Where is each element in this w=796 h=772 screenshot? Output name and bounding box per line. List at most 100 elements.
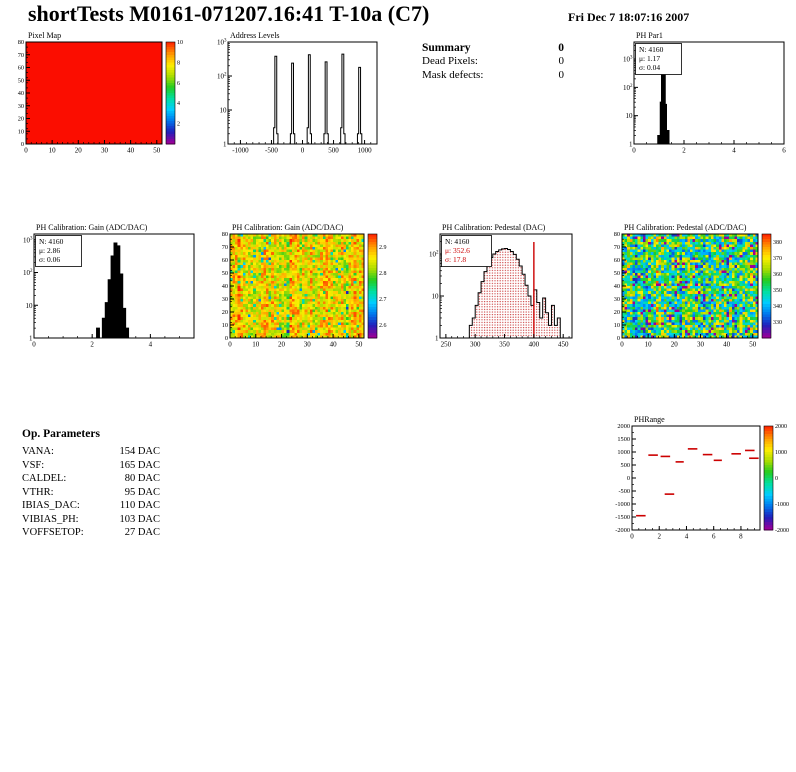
svg-text:250: 250 <box>441 341 452 349</box>
svg-text:20: 20 <box>614 309 620 316</box>
svg-text:0: 0 <box>21 141 24 148</box>
svg-text:2: 2 <box>682 147 686 155</box>
op-param-value: 103 DAC <box>119 513 160 525</box>
svg-text:50: 50 <box>153 147 161 155</box>
svg-text:1: 1 <box>435 335 439 343</box>
svg-text:0: 0 <box>620 341 624 349</box>
svg-text:2: 2 <box>657 533 661 541</box>
ph-par1-stat-2: σ: 0.04 <box>639 63 660 72</box>
svg-text:20: 20 <box>75 147 83 155</box>
svg-text:103: 103 <box>217 39 227 47</box>
svg-text:-2000: -2000 <box>615 527 630 534</box>
gain-map-title: PH Calibration: Gain (ADC/DAC) <box>232 223 344 232</box>
svg-text:30: 30 <box>304 341 312 349</box>
svg-text:2.6: 2.6 <box>379 323 387 329</box>
gain-map-chart: 0 10 20 30 40 50 0 10 20 30 40 50 60 70 80 PH Calibrati… <box>208 220 398 354</box>
svg-text:0: 0 <box>632 147 636 155</box>
svg-text:0: 0 <box>225 335 228 342</box>
pedestal-map-chart: 0 10 20 30 40 50 0 10 20 30 40 50 60 70 80 PH Calibrati… <box>600 220 794 354</box>
ph-range-chart: 0 2 4 6 8 2000 1500 1000 500 0 -500 -1000 -1500 -2000… <box>604 412 794 546</box>
svg-text:50: 50 <box>355 341 363 349</box>
pixel-map-canvas: 0 10 20 30 40 50 0 10 20 30 40 50 60 70 80 Pixel Map 10 8… <box>18 31 183 155</box>
svg-text:30: 30 <box>614 296 620 303</box>
svg-text:-1500: -1500 <box>615 514 630 521</box>
svg-text:-1000: -1000 <box>232 147 249 155</box>
svg-text:10: 10 <box>49 147 57 155</box>
page-title: shortTests M0161-071207.16:41 T-10a (C7) <box>28 1 430 26</box>
op-param-value: 165 DAC <box>119 459 160 471</box>
svg-text:1: 1 <box>223 141 227 149</box>
summary-row-mask-defects: Mask defects: 0 <box>422 68 564 82</box>
svg-text:-1000: -1000 <box>615 501 630 508</box>
gain-hist-stat-2: σ: 0.06 <box>39 255 60 264</box>
svg-text:0: 0 <box>627 475 630 482</box>
summary-panel: Summary 0 Dead Pixels: 0 Mask defects: 0 <box>422 42 564 82</box>
svg-text:370: 370 <box>773 256 782 262</box>
svg-text:0: 0 <box>228 341 232 349</box>
op-param-row-vibias-ph: VIBIAS_PH: 103 DAC <box>22 513 160 527</box>
svg-text:20: 20 <box>222 309 228 316</box>
svg-text:80: 80 <box>18 39 24 46</box>
svg-text:30: 30 <box>697 341 705 349</box>
svg-text:10: 10 <box>220 107 228 115</box>
ph-par1-chart: 0 2 4 6 1 10 102 103 PH Par1 N: 4160 μ: 1.17 σ: 0.0… <box>608 28 792 160</box>
svg-text:340: 340 <box>773 304 782 310</box>
svg-text:1000: 1000 <box>358 147 373 155</box>
ph-range-title: PHRange <box>634 415 665 424</box>
svg-text:10: 10 <box>614 322 620 329</box>
svg-text:500: 500 <box>621 462 630 469</box>
summary-heading-row: Summary 0 <box>422 42 564 54</box>
svg-text:360: 360 <box>773 272 782 278</box>
svg-text:0: 0 <box>775 476 778 482</box>
svg-text:40: 40 <box>614 283 620 290</box>
pedestal-map-title: PH Calibration: Pedestal (ADC/DAC) <box>624 223 747 232</box>
svg-text:10: 10 <box>26 302 34 310</box>
address-levels-chart: -1000 -500 0 500 1000 1 10 102 103 Address Levels <box>200 28 385 160</box>
svg-text:10: 10 <box>626 112 634 120</box>
svg-text:0: 0 <box>617 335 620 342</box>
pedestal-hist-stat-2: σ: 17.8 <box>445 255 466 264</box>
ph-par1-stat-0: N: 4160 <box>639 45 664 54</box>
gain-map-canvas: 0 10 20 30 40 50 0 10 20 30 40 50 60 70 80 PH Calibrati… <box>222 223 387 349</box>
op-param-value: 154 DAC <box>119 446 160 457</box>
svg-text:10: 10 <box>177 40 183 46</box>
ph-range-canvas: 0 2 4 6 8 2000 1500 1000 500 0 -500 -1000 -1500 -2000… <box>615 415 789 541</box>
op-param-label: IBIAS_DAC: <box>22 500 80 511</box>
op-parameters-heading: Op. Parameters <box>22 428 100 440</box>
gain-hist-stat-0: N: 4160 <box>39 237 64 246</box>
op-param-row-ibias-dac: IBIAS_DAC: 110 DAC <box>22 499 160 513</box>
svg-text:50: 50 <box>222 270 228 277</box>
address-levels-title: Address Levels <box>230 31 280 40</box>
svg-text:103: 103 <box>23 236 33 244</box>
svg-text:40: 40 <box>330 341 338 349</box>
op-param-value: 27 DAC <box>124 527 160 538</box>
gain-hist-title: PH Calibration: Gain (ADC/DAC) <box>36 223 148 232</box>
svg-text:4: 4 <box>149 341 153 349</box>
svg-text:0: 0 <box>630 533 634 541</box>
svg-text:10: 10 <box>252 341 260 349</box>
svg-text:500: 500 <box>328 147 339 155</box>
pedestal-hist-chart: 250 300 350 400 450 1 10 102 PH Calibration: Ped… <box>416 220 580 354</box>
summary-heading: Summary <box>422 42 471 54</box>
svg-text:102: 102 <box>217 73 227 81</box>
svg-text:50: 50 <box>749 341 757 349</box>
svg-text:40: 40 <box>723 341 731 349</box>
svg-text:380: 380 <box>773 240 782 246</box>
svg-text:-1000: -1000 <box>775 502 789 508</box>
svg-text:6: 6 <box>177 81 180 87</box>
svg-text:20: 20 <box>278 341 286 349</box>
svg-text:6: 6 <box>712 533 716 541</box>
svg-text:350: 350 <box>499 341 510 349</box>
svg-text:80: 80 <box>222 231 228 238</box>
svg-text:-2000: -2000 <box>775 528 789 534</box>
op-param-row-vana: VANA: 154 DAC <box>22 445 160 459</box>
svg-text:450: 450 <box>558 341 569 349</box>
svg-text:2000: 2000 <box>775 424 787 430</box>
svg-text:400: 400 <box>529 341 540 349</box>
svg-text:1: 1 <box>629 141 633 149</box>
svg-text:0: 0 <box>301 147 305 155</box>
op-param-row-caldel: CALDEL: 80 DAC <box>22 472 160 486</box>
svg-text:300: 300 <box>470 341 481 349</box>
svg-text:2: 2 <box>90 341 94 349</box>
summary-heading-value: 0 <box>558 42 564 54</box>
